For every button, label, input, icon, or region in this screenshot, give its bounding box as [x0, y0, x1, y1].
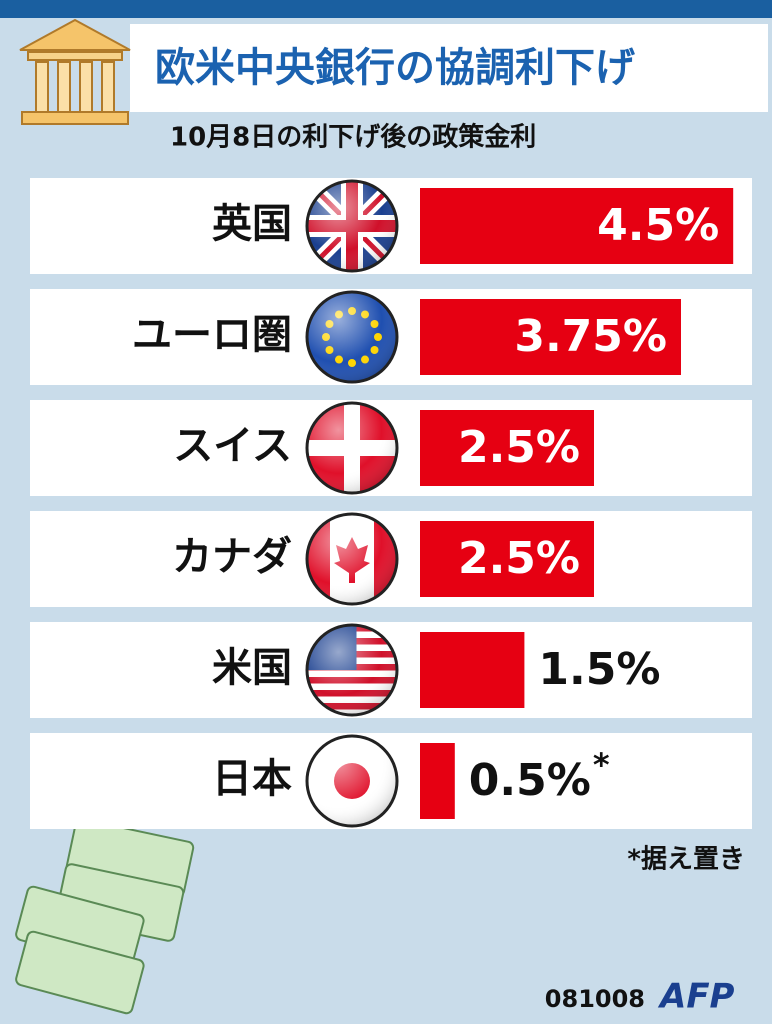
footnote: *据え置き [627, 845, 745, 875]
flag-shine [307, 292, 397, 382]
value-label: 1.5% [538, 644, 660, 695]
bar [420, 299, 681, 375]
date-code: 081008 [545, 985, 645, 1013]
flag-shine [307, 736, 397, 826]
flag-border [305, 734, 399, 828]
value-label: 0.5% [469, 755, 591, 806]
money-icon [15, 818, 195, 1015]
flag-border [305, 290, 399, 384]
flag-border [305, 179, 399, 273]
category-label: スイス [173, 423, 292, 469]
value-label: 2.5% [458, 533, 580, 584]
category-label: 日本 [212, 756, 292, 802]
value-label: 3.75% [514, 311, 667, 362]
value-label: 4.5% [597, 200, 719, 251]
flag [307, 736, 397, 826]
source-logo: AFP [657, 977, 735, 1017]
note-marker: * [593, 746, 610, 784]
category-label: 英国 [212, 201, 292, 247]
category-label: カナダ [172, 534, 292, 580]
flag-shine [307, 403, 397, 493]
flag-shine [307, 181, 397, 271]
chart-subtitle: 10月8日の利下げ後の政策金利 [170, 122, 536, 153]
value-label: 2.5% [458, 422, 580, 473]
flag-shine [307, 625, 397, 715]
bar [420, 410, 594, 486]
flag [307, 403, 397, 493]
flag [307, 292, 397, 382]
bank-icon [19, 18, 131, 125]
chart-title: 欧米中央銀行の協調利下げ [155, 45, 635, 91]
bar [420, 743, 455, 819]
flag-border [305, 401, 399, 495]
bar [420, 521, 594, 597]
flag-shine [307, 514, 397, 604]
category-label: ユーロ圏 [132, 312, 292, 358]
flag-border [305, 623, 399, 717]
flag-border [305, 512, 399, 606]
bar [420, 632, 525, 708]
title-panel [130, 24, 768, 112]
flag [307, 181, 397, 271]
top-stripe [0, 0, 772, 18]
flag [307, 514, 397, 604]
bar [420, 188, 734, 264]
category-label: 米国 [212, 645, 292, 691]
